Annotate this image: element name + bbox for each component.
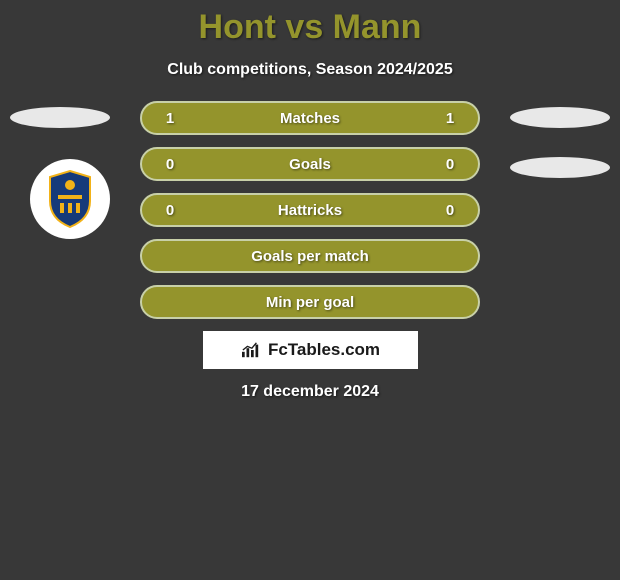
stat-left-value: 0 — [158, 156, 182, 173]
date-label: 17 december 2024 — [0, 383, 620, 401]
bar-chart-icon — [240, 341, 262, 359]
stat-row-goals: 0 Goals 0 — [140, 147, 480, 181]
player-left-placeholder — [10, 107, 110, 128]
page-title: Hont vs Mann — [0, 8, 620, 47]
stat-label: Hattricks — [182, 202, 438, 219]
stat-label: Goals per match — [182, 248, 438, 265]
team-crest-left — [30, 159, 110, 239]
stat-left-value: 1 — [158, 110, 182, 127]
player-right-placeholder-1 — [510, 107, 610, 128]
stat-label: Matches — [182, 110, 438, 127]
player-right-placeholder-2 — [510, 157, 610, 178]
stat-row-min-per-goal: Min per goal — [140, 285, 480, 319]
shield-icon — [46, 169, 94, 229]
stat-label: Goals — [182, 156, 438, 173]
comparison-card: Hont vs Mann Club competitions, Season 2… — [0, 0, 620, 401]
stat-left-value: 0 — [158, 202, 182, 219]
site-logo[interactable]: FcTables.com — [203, 331, 418, 369]
stat-row-goals-per-match: Goals per match — [140, 239, 480, 273]
stat-row-hattricks: 0 Hattricks 0 — [140, 193, 480, 227]
stat-right-value: 0 — [438, 202, 462, 219]
stat-label: Min per goal — [182, 294, 438, 311]
stat-right-value: 1 — [438, 110, 462, 127]
stat-right-value: 0 — [438, 156, 462, 173]
stats-area: 1 Matches 1 0 Goals 0 0 Hattricks 0 Goal… — [0, 101, 620, 319]
subtitle: Club competitions, Season 2024/2025 — [0, 61, 620, 79]
stat-row-matches: 1 Matches 1 — [140, 101, 480, 135]
logo-text: FcTables.com — [268, 340, 380, 360]
